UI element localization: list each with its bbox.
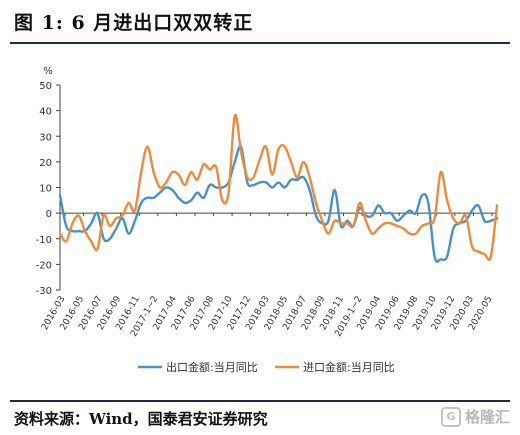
y-tick-label: 10 xyxy=(39,184,52,195)
y-tick-label: 40 xyxy=(39,107,52,118)
source-divider xyxy=(10,400,510,402)
source-note: 资料来源：Wind，国泰君安证券研究 xyxy=(14,410,268,428)
title-divider xyxy=(10,42,510,44)
y-tick-label: 0 xyxy=(46,209,52,220)
logo-icon: G xyxy=(440,406,461,427)
legend-label-1: 出口金额:当月同比 xyxy=(166,360,258,374)
y-tick-label: 50 xyxy=(39,81,52,92)
y-tick-label: -30 xyxy=(36,286,52,297)
watermark-logo: G 格隆汇 xyxy=(440,406,510,427)
legend-label-2: 进口金额:当月同比 xyxy=(303,360,395,374)
line-chart: % -30-20-10010203040502016-032016-052016… xyxy=(36,66,499,374)
y-tick-label: 20 xyxy=(39,158,52,169)
chart-title: 图 1: 6 月进出口双双转正 xyxy=(14,12,254,34)
y-tick-label: 30 xyxy=(39,132,52,143)
series-line-2 xyxy=(58,113,499,262)
y-tick-label: -10 xyxy=(36,235,52,246)
logo-text: 格隆汇 xyxy=(464,408,510,426)
y-unit-label: % xyxy=(43,66,53,77)
series-line-1 xyxy=(58,144,499,263)
y-tick-label: -20 xyxy=(36,260,52,271)
